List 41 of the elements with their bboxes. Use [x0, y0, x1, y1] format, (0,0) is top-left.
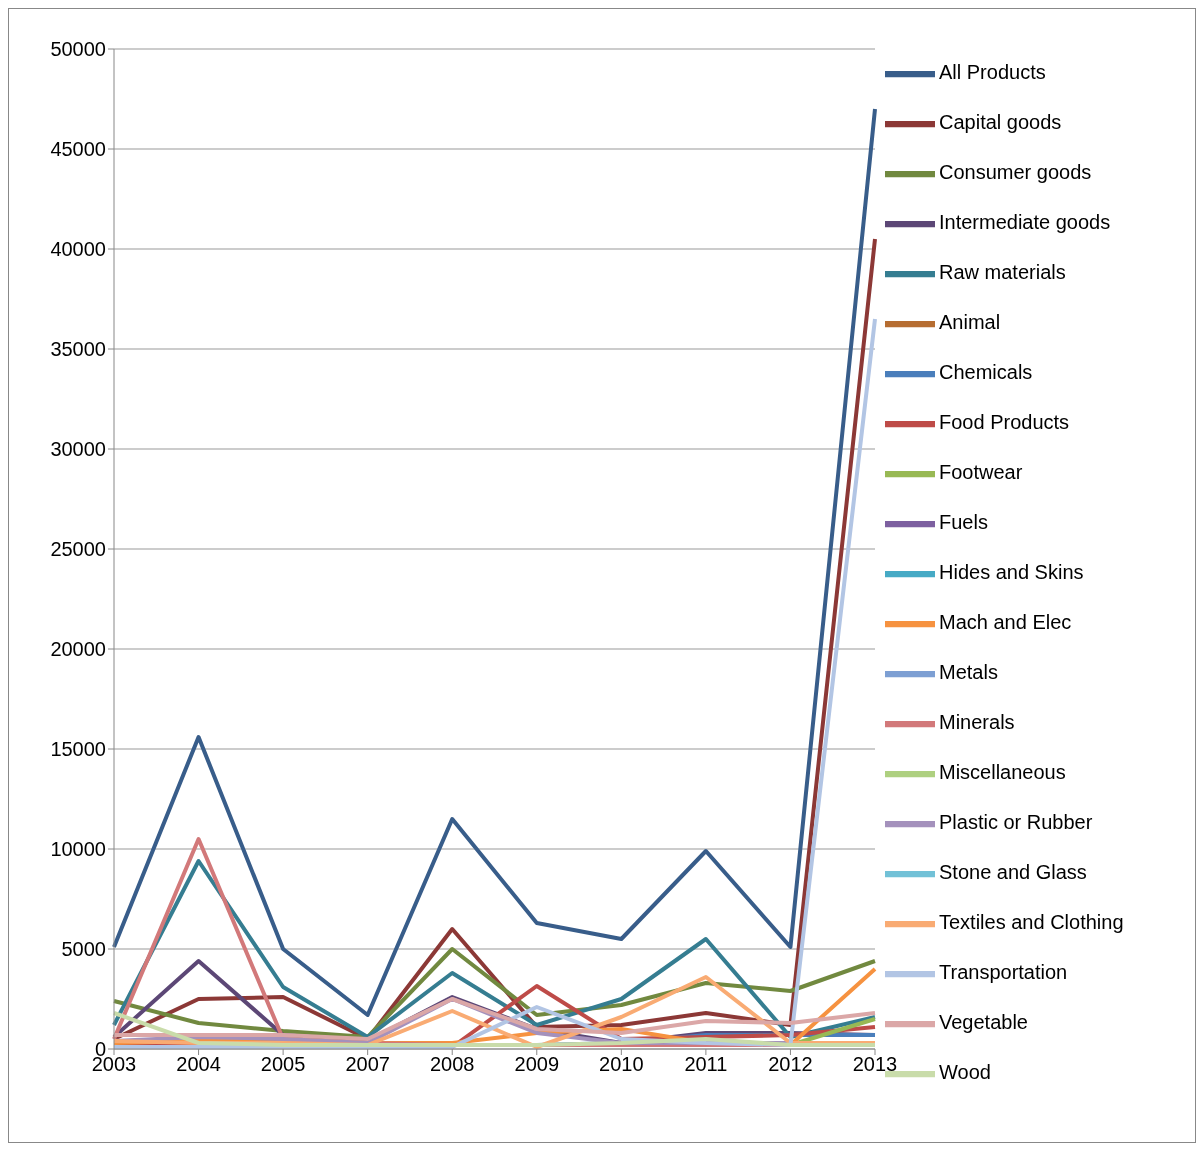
- y-tick-label: 30000: [50, 438, 106, 461]
- legend-label: Mach and Elec: [939, 611, 1072, 634]
- x-tick-label: 2009: [514, 1053, 560, 1076]
- legend-label: Footwear: [939, 461, 1023, 484]
- legend-label: Vegetable: [939, 1011, 1028, 1034]
- legend-label: All Products: [939, 61, 1046, 84]
- x-tick-label: 2004: [176, 1053, 221, 1076]
- y-tick-label: 10000: [50, 838, 106, 861]
- legend-label: Transportation: [939, 961, 1068, 984]
- x-tick-label: 2007: [345, 1053, 390, 1076]
- legend-label: Hides and Skins: [939, 561, 1084, 584]
- line-series: [112, 107, 877, 1017]
- legend-label: Animal: [939, 311, 1001, 334]
- legend-label: Capital goods: [939, 111, 1062, 134]
- y-tick-label: 25000: [50, 538, 106, 561]
- x-tick-label: 2008: [429, 1053, 475, 1076]
- legend-label: Intermediate goods: [939, 211, 1111, 234]
- legend-label: Fuels: [939, 511, 988, 534]
- y-tick-label: 40000: [50, 238, 106, 261]
- y-tick-label: 45000: [50, 138, 106, 161]
- legend-label: Miscellaneous: [939, 761, 1066, 784]
- x-tick-label: 2012: [768, 1053, 813, 1076]
- y-tick-label: 20000: [50, 638, 106, 661]
- y-tick-label: 35000: [50, 338, 106, 361]
- legend-label: Stone and Glass: [939, 861, 1087, 884]
- legend-label: Plastic or Rubber: [939, 811, 1093, 834]
- y-tick-label: 5000: [61, 938, 106, 961]
- y-tick-label: 15000: [50, 738, 106, 761]
- x-tick-label: 2010: [599, 1053, 644, 1076]
- legend-label: Textiles and Clothing: [939, 911, 1124, 934]
- legend-label: Chemicals: [939, 361, 1033, 384]
- legend-label: Consumer goods: [939, 161, 1092, 184]
- legend-label: Minerals: [939, 711, 1015, 734]
- x-tick-label: 2013: [852, 1053, 898, 1076]
- x-tick-label: 2011: [684, 1053, 728, 1076]
- y-tick-label: 50000: [50, 38, 106, 61]
- legend-label: Wood: [939, 1061, 991, 1084]
- x-tick-label: 2005: [260, 1053, 306, 1076]
- legend-label: Food Products: [939, 411, 1070, 434]
- legend-label: Metals: [939, 661, 998, 684]
- legend-label: Raw materials: [939, 261, 1066, 284]
